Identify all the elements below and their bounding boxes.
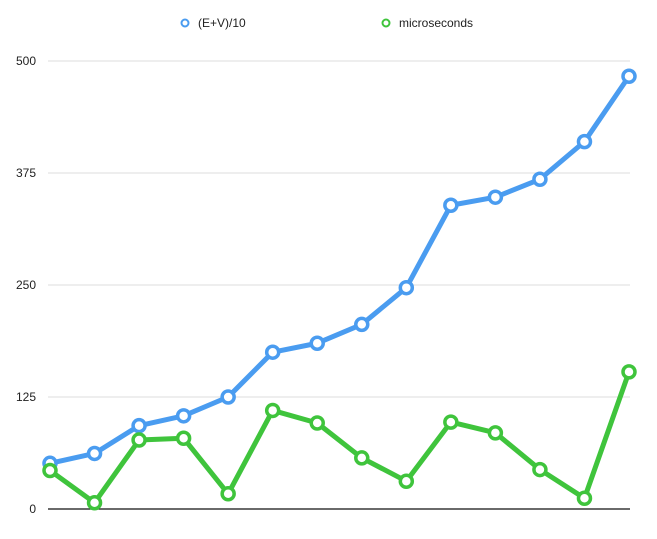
data-point <box>487 425 504 441</box>
data-point <box>175 430 192 446</box>
data-point <box>443 414 459 430</box>
data-point <box>220 486 236 502</box>
legend-item-0: (E+V)/10 <box>180 16 246 30</box>
data-point <box>532 171 548 188</box>
y-tick-label: 250 <box>16 278 36 292</box>
y-tick-label: 125 <box>16 390 36 404</box>
legend: (E+V)/10 microseconds <box>180 16 473 30</box>
y-tick-label: 375 <box>16 166 36 180</box>
data-point <box>621 364 637 380</box>
data-point <box>532 461 548 478</box>
data-point <box>398 279 415 296</box>
data-point <box>576 133 593 150</box>
series-1 <box>42 364 637 511</box>
legend-item-1: microseconds <box>381 16 473 30</box>
data-point <box>487 189 504 205</box>
data-point <box>220 389 236 405</box>
data-point <box>175 408 192 424</box>
legend-marker <box>180 18 190 28</box>
data-point <box>443 197 459 214</box>
legend-marker <box>381 18 391 28</box>
data-point <box>42 462 58 479</box>
data-point <box>86 494 103 511</box>
series-lines <box>42 68 637 511</box>
data-point <box>264 402 281 419</box>
data-point <box>86 445 103 462</box>
data-point <box>354 450 370 466</box>
series-0 <box>42 68 637 472</box>
series-line <box>47 73 632 466</box>
data-point <box>309 415 325 431</box>
legend-label: microseconds <box>399 16 473 30</box>
data-point <box>576 490 593 506</box>
data-point <box>131 432 147 448</box>
data-point <box>621 68 637 84</box>
y-tick-label: 0 <box>29 502 36 516</box>
y-tick-label: 500 <box>16 54 36 68</box>
data-point <box>398 473 415 489</box>
gridlines <box>48 60 630 398</box>
y-axis-tick-labels: 0 125 250 375 500 <box>16 54 36 516</box>
data-point <box>354 316 370 333</box>
data-point <box>309 335 325 351</box>
legend-label: (E+V)/10 <box>198 16 246 30</box>
data-point <box>131 417 147 434</box>
data-point <box>264 344 281 360</box>
